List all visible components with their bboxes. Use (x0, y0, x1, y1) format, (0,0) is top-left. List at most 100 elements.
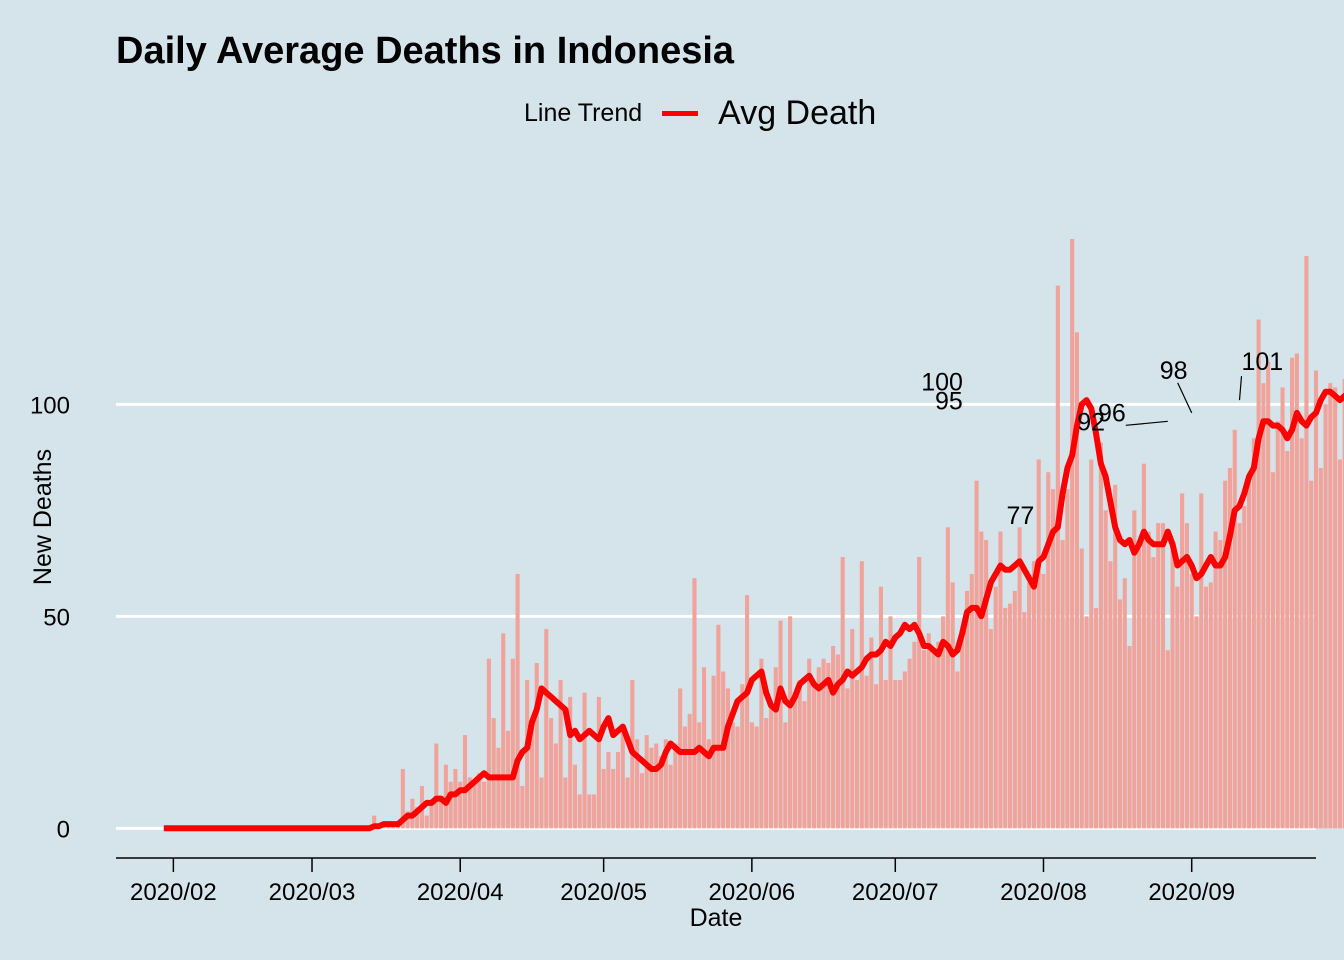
bar (725, 688, 731, 829)
annotation-connector (1238, 376, 1243, 401)
bar (826, 662, 831, 829)
bar (582, 692, 587, 829)
bar (1227, 467, 1232, 829)
bar (1094, 607, 1099, 829)
bar (835, 654, 840, 829)
bar (783, 722, 788, 829)
bar (797, 679, 802, 829)
bar (692, 578, 697, 829)
annotation-label: 96 (1098, 399, 1126, 427)
bar (1184, 523, 1189, 829)
bar (1333, 387, 1338, 829)
bar (472, 781, 477, 829)
bar (754, 726, 759, 829)
bar (788, 616, 793, 829)
legend-line-swatch (662, 111, 699, 116)
y-tick-label-100: 100 (30, 392, 70, 419)
legend: Line Trend Avg Death (524, 94, 876, 133)
bar (730, 722, 735, 829)
bar (902, 671, 907, 829)
bar (549, 718, 554, 829)
bar (563, 777, 568, 829)
bar (1065, 489, 1070, 829)
bar (697, 722, 702, 829)
bar (658, 756, 664, 829)
bar (1208, 582, 1213, 829)
bar (467, 777, 472, 829)
bar (716, 624, 721, 829)
annotation-label: 95 (935, 388, 963, 416)
bar (941, 616, 946, 829)
bar (1003, 607, 1008, 829)
bar (936, 641, 941, 829)
x-tick-label: 2020/05 (560, 879, 647, 906)
bar (1031, 561, 1036, 829)
bar (654, 743, 659, 829)
bar (482, 781, 487, 829)
bar (1060, 540, 1065, 829)
bar (1050, 489, 1056, 829)
bar (458, 781, 463, 829)
bar (898, 679, 903, 829)
bar (960, 629, 965, 829)
bar (874, 684, 879, 829)
bar (486, 658, 491, 829)
bar (931, 650, 936, 829)
bar (405, 811, 410, 829)
x-tick-label: 2020/06 (708, 879, 795, 906)
bar (1199, 493, 1204, 829)
x-tick-label: 2020/03 (269, 879, 356, 906)
bar (883, 679, 888, 829)
bar (577, 794, 582, 829)
bar (955, 671, 960, 829)
bar (1022, 612, 1027, 829)
bar (501, 633, 506, 829)
bar (1113, 484, 1118, 829)
bar (1041, 573, 1046, 829)
bar (1261, 383, 1266, 829)
bar (764, 718, 769, 829)
bar (682, 726, 687, 829)
bar (1170, 548, 1175, 829)
bar (1103, 510, 1108, 829)
bar (510, 658, 515, 829)
annotation-connector (1177, 382, 1193, 414)
bar (1285, 451, 1290, 829)
y-axis-title: New Deaths (29, 449, 57, 585)
bar (596, 696, 601, 829)
bar (816, 667, 821, 829)
annotation-label: 77 (1006, 502, 1034, 530)
bar (1223, 480, 1228, 829)
x-tick-label: 2020/04 (417, 879, 504, 906)
bar (768, 701, 774, 829)
bar (1132, 510, 1137, 829)
bar (974, 480, 979, 829)
bar (950, 582, 955, 829)
bar (821, 658, 826, 829)
bar (1242, 506, 1247, 829)
bar (448, 781, 453, 829)
bar (572, 764, 578, 829)
bar (969, 573, 974, 829)
x-tick-label: 2020/07 (852, 879, 939, 906)
annotation-label: 92 (1077, 408, 1105, 436)
bar (1266, 361, 1271, 829)
bar (917, 556, 922, 829)
bar (926, 633, 931, 829)
bar (998, 531, 1003, 829)
bar (525, 679, 530, 829)
bar (1309, 480, 1314, 829)
bar (1318, 467, 1323, 829)
bar (859, 561, 864, 829)
bar (1275, 421, 1280, 829)
annotation-label: 101 (1242, 348, 1284, 376)
bar (1323, 404, 1328, 829)
bar (1070, 239, 1075, 829)
bar (439, 798, 444, 829)
bar (907, 658, 912, 829)
x-tick-label: 2020/02 (130, 879, 217, 906)
bar (1304, 255, 1309, 829)
